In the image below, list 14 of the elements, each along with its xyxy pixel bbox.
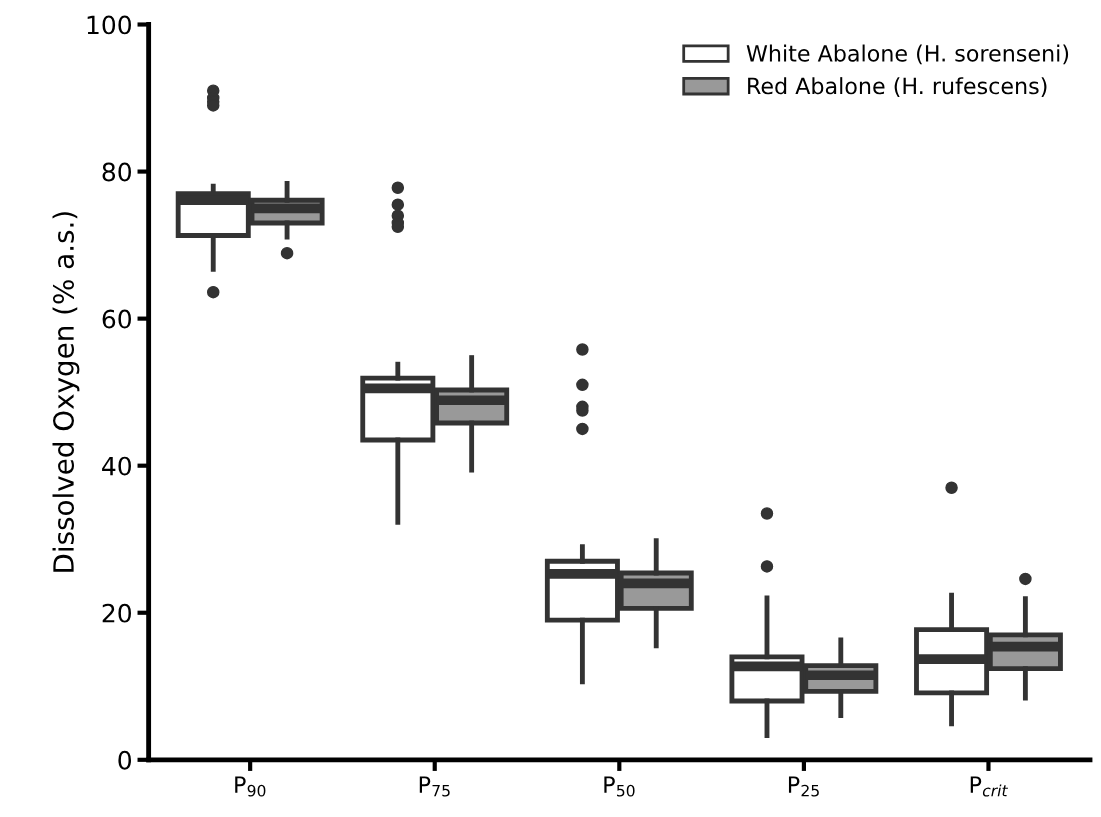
y-axis-title: Dissolved Oxygen (% a.s.) bbox=[52, 212, 80, 572]
x-tick-label: P$_{75}$ bbox=[419, 776, 450, 797]
y-tick-label: 60 bbox=[102, 309, 131, 329]
x-tick-label: P$_{25}$ bbox=[788, 776, 819, 797]
y-tick-label: 20 bbox=[102, 603, 131, 623]
y-tick-label: 40 bbox=[102, 456, 131, 476]
y-tick-label: 80 bbox=[102, 162, 131, 182]
x-tick-label: P$_{90}$ bbox=[235, 776, 266, 797]
legend-label: Red Abalone (H. rufescens) bbox=[748, 77, 1047, 97]
legend-label: White Abalone (H. sorenseni) bbox=[746, 44, 1069, 65]
y-tick-label: 0 bbox=[118, 750, 131, 770]
y-tick-label: 100 bbox=[87, 15, 131, 35]
x-tick-label: P$_{50}$ bbox=[604, 776, 635, 797]
x-tick-label: P$_{crit}$ bbox=[970, 776, 1009, 797]
